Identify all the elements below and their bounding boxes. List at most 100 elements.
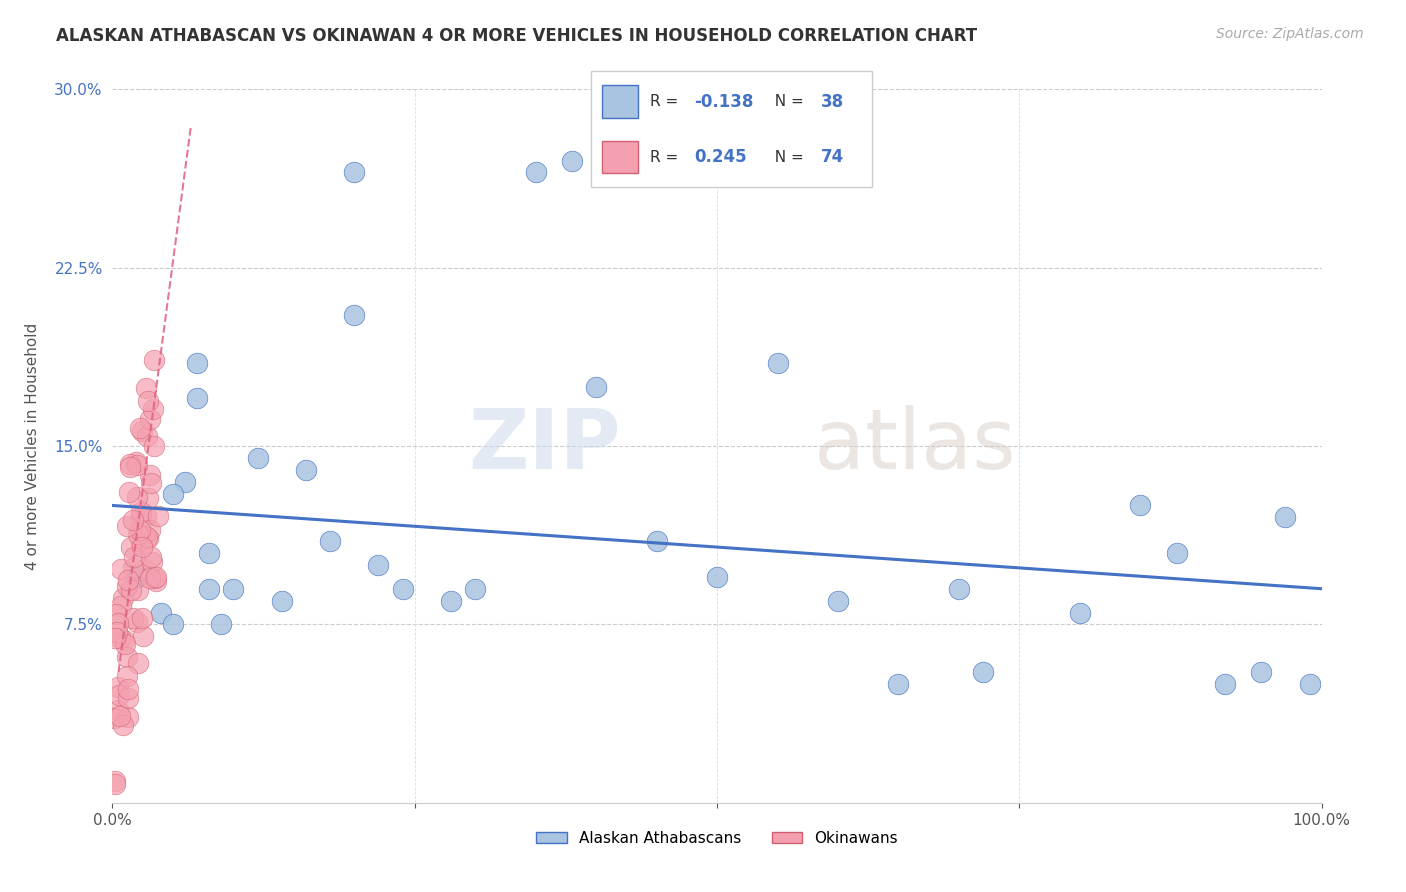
Point: [135, 381, 157, 395]
Point: [125, 491, 148, 505]
Point: [1298, 677, 1320, 691]
Point: [120, 457, 142, 471]
Point: [127, 657, 149, 671]
Point: [107, 615, 129, 630]
Text: 0.245: 0.245: [695, 148, 747, 166]
Point: [122, 611, 145, 625]
Point: [139, 523, 162, 537]
Point: [136, 530, 159, 544]
FancyBboxPatch shape: [591, 71, 872, 187]
Point: [706, 570, 728, 584]
Point: [198, 546, 221, 560]
Point: [972, 665, 994, 679]
Point: [1166, 546, 1188, 560]
Point: [131, 425, 153, 439]
Point: [162, 486, 184, 500]
Point: [118, 484, 141, 499]
Text: R =: R =: [650, 150, 683, 165]
Point: [145, 574, 167, 588]
Point: [139, 475, 162, 490]
Point: [143, 353, 166, 368]
Point: [104, 777, 127, 791]
Point: [115, 579, 138, 593]
Point: [122, 561, 145, 575]
Point: [524, 165, 547, 179]
Point: [1069, 606, 1091, 620]
Point: [107, 688, 129, 702]
Point: [645, 534, 668, 549]
Text: atlas: atlas: [814, 406, 1015, 486]
Point: [108, 632, 131, 646]
Point: [111, 718, 134, 732]
Point: [343, 165, 366, 179]
Point: [120, 540, 142, 554]
Point: [198, 582, 221, 596]
Point: [319, 534, 342, 549]
Point: [270, 593, 292, 607]
Point: [120, 582, 142, 597]
Point: [209, 617, 232, 632]
Text: 74: 74: [821, 148, 845, 166]
Point: [186, 356, 208, 370]
Point: [343, 308, 366, 322]
Text: Source: ZipAtlas.com: Source: ZipAtlas.com: [1216, 27, 1364, 41]
Point: [125, 458, 148, 472]
Point: [948, 582, 970, 596]
Point: [766, 356, 789, 370]
Point: [295, 463, 318, 477]
Point: [138, 412, 160, 426]
Point: [174, 475, 197, 489]
Point: [117, 519, 139, 533]
Legend: Alaskan Athabascans, Okinawans: Alaskan Athabascans, Okinawans: [530, 825, 904, 852]
Point: [134, 562, 156, 576]
Point: [110, 599, 132, 613]
Point: [1274, 510, 1296, 524]
Point: [112, 633, 135, 648]
Point: [222, 582, 245, 596]
Text: ALASKAN ATHABASCAN VS OKINAWAN 4 OR MORE VEHICLES IN HOUSEHOLD CORRELATION CHART: ALASKAN ATHABASCAN VS OKINAWAN 4 OR MORE…: [56, 27, 977, 45]
Point: [131, 611, 153, 625]
Y-axis label: 4 or more Vehicles in Household: 4 or more Vehicles in Household: [25, 322, 41, 570]
Point: [107, 680, 129, 694]
Point: [1129, 499, 1152, 513]
Point: [136, 429, 159, 443]
Point: [367, 558, 389, 572]
Point: [104, 774, 127, 789]
Point: [132, 528, 155, 542]
Point: [129, 538, 152, 552]
Point: [132, 629, 155, 643]
Point: [125, 615, 148, 629]
Point: [118, 460, 141, 475]
Text: ZIP: ZIP: [468, 406, 620, 486]
Point: [142, 402, 165, 417]
Bar: [602, 141, 638, 173]
Point: [111, 591, 134, 605]
Point: [887, 677, 910, 691]
Point: [103, 711, 125, 725]
Text: N =: N =: [765, 150, 808, 165]
Point: [146, 508, 169, 523]
Bar: [602, 86, 638, 118]
Point: [125, 570, 148, 584]
Point: [135, 508, 157, 523]
Text: R =: R =: [650, 94, 683, 109]
Point: [162, 617, 184, 632]
Point: [129, 509, 152, 524]
Point: [110, 562, 132, 576]
Point: [122, 550, 145, 565]
Point: [117, 690, 139, 705]
Point: [105, 625, 128, 640]
Point: [107, 703, 129, 717]
Point: [122, 513, 145, 527]
Point: [131, 540, 153, 554]
Point: [131, 505, 153, 519]
Point: [827, 593, 849, 607]
Point: [127, 583, 149, 598]
Text: -0.138: -0.138: [695, 93, 754, 111]
Point: [141, 555, 163, 569]
Point: [139, 571, 162, 585]
Point: [561, 153, 583, 168]
Point: [139, 467, 162, 482]
Text: N =: N =: [765, 94, 808, 109]
Point: [143, 439, 166, 453]
